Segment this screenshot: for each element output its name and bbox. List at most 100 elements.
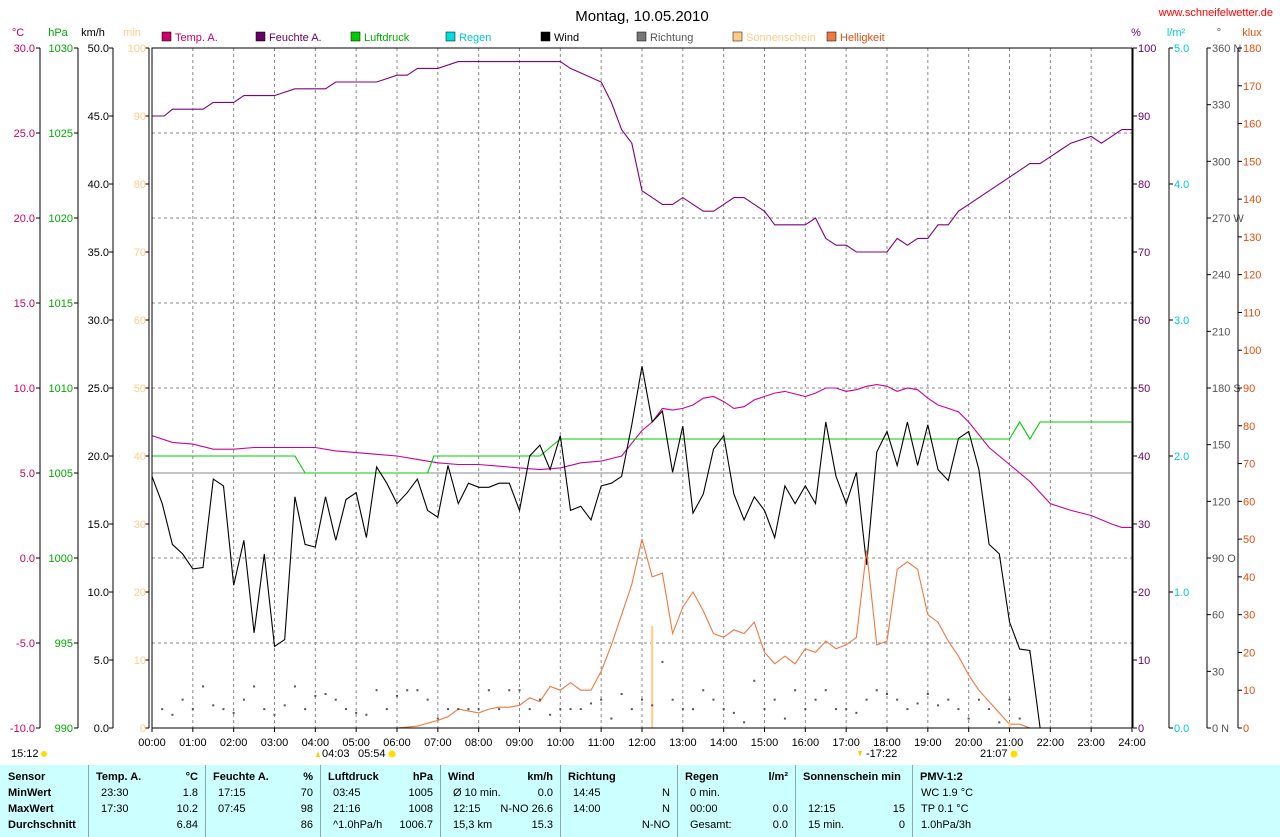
stats-value: 6.84 [176, 819, 198, 831]
direction-point [498, 708, 501, 711]
direction-point [212, 704, 215, 707]
temp-tick-label: 5.0 [20, 468, 35, 480]
x-tick-label: 10:00 [547, 737, 575, 749]
direction-point [283, 704, 286, 707]
direction-point [977, 698, 980, 701]
direction-axis-unit: ° [1217, 27, 1221, 39]
stats-value: WC 1.9 °C [921, 787, 974, 799]
temp-tick-label: 25.0 [14, 128, 35, 140]
direction-point [722, 708, 725, 711]
wind-tick-label: 40.0 [88, 179, 109, 191]
light-tick-label: 20 [1243, 647, 1255, 659]
rain-tick-label: 5.0 [1174, 43, 1189, 55]
stats-section: Wind km/h Ø 10 min. 0.0 12:15 N-NO 26.6 15,3 k… [440, 765, 561, 837]
humidity-tick-label: 60 [1138, 315, 1150, 327]
direction-point [896, 698, 899, 701]
sunrise-icon [388, 750, 396, 758]
legend-label: Wind [554, 32, 579, 44]
x-tick-label: 01:00 [179, 737, 207, 749]
humidity-tick-label: 90 [1138, 111, 1150, 123]
stats-section-title: Luftdruck [328, 771, 379, 783]
rain-tick-label: 1.0 [1174, 587, 1189, 599]
series-layer [151, 61, 1132, 729]
direction-point [181, 698, 184, 701]
direction-point [865, 698, 868, 701]
light-tick-label: 120 [1243, 270, 1261, 282]
x-tick-label: 24:00 [1118, 737, 1146, 749]
chart-title: Montag, 10.05.2010 [575, 8, 708, 25]
x-tick-label: 17:00 [832, 737, 860, 749]
direction-point [426, 698, 429, 701]
direction-point [1008, 698, 1011, 701]
stats-section: Richtung 14:45 N 14:00 N N-NO [560, 765, 678, 837]
stats-value: 0.0 [772, 819, 788, 831]
direction-point [712, 698, 715, 701]
stats-section-title: Regen [685, 771, 719, 783]
stats-time: 17:15 [218, 787, 246, 799]
temp-tick-label: 15.0 [14, 298, 35, 310]
direction-point [794, 689, 797, 692]
stats-value: 0 [898, 819, 905, 831]
direction-tick-label: 60 [1212, 610, 1224, 622]
stats-value: 1.8 [182, 787, 198, 799]
stats-time: 00:00 [690, 803, 718, 815]
stats-row-label: Durchschnitt [8, 819, 76, 831]
direction-tick-label: 180 S [1212, 383, 1241, 395]
stats-section: Luftdruck hPa 03:45 1005 21:16 1008 ^1.0hPa/h 1… [320, 765, 441, 837]
stats-section-title: Sensor [8, 771, 46, 783]
sunset-time: 21:07 [980, 748, 1008, 760]
direction-tick-label: 300 [1212, 156, 1230, 168]
x-tick-label: 15:00 [751, 737, 779, 749]
temp-a-line [151, 384, 1132, 528]
sunset-icon [1010, 750, 1018, 758]
direction-point [365, 713, 368, 716]
direction-point [293, 685, 296, 688]
stats-time: 23:30 [101, 787, 129, 799]
direction-point [651, 704, 654, 707]
humidity-tick-label: 50 [1138, 383, 1150, 395]
website-link[interactable]: www.schneifelwetter.de [1158, 7, 1273, 19]
wind-tick-label: 0.0 [94, 723, 109, 735]
x-tick-label: 11:00 [588, 737, 615, 749]
direction-point [314, 694, 317, 697]
light-tick-label: 140 [1243, 194, 1261, 206]
light-tick-label: 30 [1243, 610, 1255, 622]
direction-tick-label: 240 [1212, 270, 1230, 282]
wind-tick-label: 10.0 [88, 587, 109, 599]
temp-axis-unit: °C [12, 27, 24, 39]
direction-point [661, 660, 664, 663]
temp-tick-label: -5.0 [16, 638, 35, 650]
direction-point [947, 698, 950, 701]
stats-row-label: MaxWert [8, 803, 54, 815]
legend-swatch [350, 31, 361, 42]
stats-section-title: Wind [448, 771, 475, 783]
light-tick-label: 160 [1243, 119, 1261, 131]
direction-point [906, 708, 909, 711]
light-tick-label: 40 [1243, 572, 1255, 584]
feuchte-a-line [152, 61, 1132, 253]
direction-point [916, 702, 919, 705]
x-tick-label: 21:00 [996, 737, 1024, 749]
stats-value: N [662, 803, 670, 815]
luftdruck-line [152, 420, 1132, 474]
stats-section: Sensor MinWert MaxWert Durchschnitt [0, 765, 88, 837]
legend-label: Temp. A. [175, 32, 218, 44]
x-tick-label: 14:00 [710, 737, 738, 749]
wind-tick-label: 25.0 [88, 383, 109, 395]
stats-value: 15.3 [531, 819, 553, 831]
pressure-axis-unit: hPa [48, 27, 68, 39]
legend-label: Feuchte A. [269, 32, 322, 44]
direction-point [957, 708, 960, 711]
direction-point [763, 708, 766, 711]
direction-point [487, 689, 490, 692]
humidity-tick-label: 100 [1138, 43, 1156, 55]
humidity-tick-label: 0 [1138, 723, 1144, 735]
light-tick-label: 150 [1243, 156, 1261, 168]
direction-point [467, 708, 470, 711]
direction-tick-label: 270 W [1212, 213, 1244, 225]
wind-tick-label: 5.0 [94, 655, 109, 667]
stats-time: Ø 10 min. [453, 787, 501, 799]
x-tick-label: 06:00 [383, 737, 411, 749]
stats-time: 03:45 [333, 787, 361, 799]
stats-time: 07:45 [218, 803, 246, 815]
